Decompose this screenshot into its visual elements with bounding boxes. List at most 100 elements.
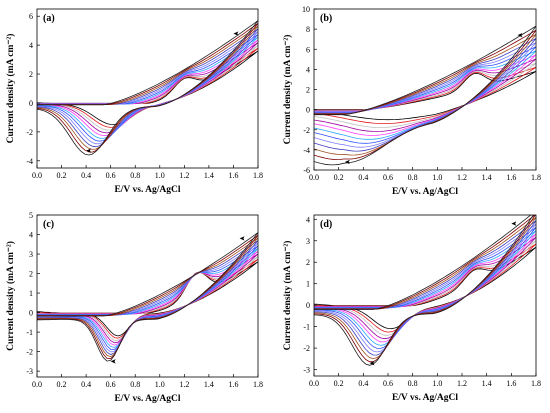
sweep-arrow-icon (511, 221, 517, 226)
y-tick-label: 6 (29, 12, 33, 21)
series-group (314, 25, 536, 166)
sweep-arrow-icon (86, 148, 92, 153)
series-cycle-3 (37, 256, 258, 341)
x-tick-label: 1.2 (457, 379, 467, 388)
y-tick-label: 0 (306, 106, 310, 115)
y-tick-label: 0 (306, 301, 310, 310)
x-tick-label: 0.0 (309, 173, 319, 182)
x-tick-label: 1.6 (228, 171, 238, 180)
x-tick-label: 0.6 (383, 379, 393, 388)
panel-label: (a) (43, 13, 55, 24)
series-cycle-11 (37, 234, 258, 360)
y-tick-label: 10 (302, 5, 310, 14)
y-tick-label: -4 (26, 157, 33, 166)
x-tick-label: 1.6 (506, 379, 516, 388)
x-tick-label: 1.8 (531, 173, 541, 182)
y-axis-label: Current density (mA cm⁻²) (5, 241, 16, 351)
sweep-arrow-icon (239, 236, 245, 241)
sweep-arrow-icon (344, 159, 350, 165)
y-axis-label: Current density (mA cm⁻²) (282, 241, 293, 351)
y-tick-label: 2 (306, 86, 310, 95)
y-tick-label: 8 (306, 25, 310, 34)
series-cycle-6 (37, 248, 258, 348)
series-cycle-2 (37, 258, 258, 339)
plot-frame (36, 214, 259, 378)
x-tick-label: 0.0 (32, 171, 42, 180)
series-cycle-11 (37, 22, 258, 153)
x-tick-label: 1.2 (457, 173, 467, 182)
x-tick-label: 0.8 (408, 379, 418, 388)
x-tick-label: 0.4 (358, 379, 368, 388)
panel-d: 0.0 0.2 0.4 0.6 0.8 1.0 1.2 1.4 1.6 1.8 -3 -2 -1 0 1 2 3… (282, 214, 541, 403)
series-cycle-10 (37, 25, 258, 150)
x-tick-label: 1.0 (432, 379, 442, 388)
y-tick-label: 4 (306, 215, 310, 224)
y-tick-label: 2 (29, 270, 33, 279)
x-tick-label: 0.0 (309, 379, 319, 388)
y-tick-label: 0 (29, 309, 33, 318)
y-tick-label: -1 (303, 323, 310, 332)
series-cycle-7 (37, 245, 258, 350)
x-tick-label: 1.0 (155, 380, 165, 389)
x-tick-label: 0.4 (81, 380, 91, 389)
series-cycle-3 (37, 45, 258, 131)
y-tick-label: -2 (303, 126, 310, 135)
x-axis-label: E/V vs. Ag/AgCl (114, 185, 180, 195)
sweep-arrow-icon (369, 360, 375, 366)
x-tick-label: 1.4 (204, 171, 214, 180)
panel-label: (c) (43, 219, 54, 230)
y-tick-label: -6 (303, 166, 310, 175)
y-tick-label: 4 (29, 231, 33, 240)
plot-frame (36, 8, 259, 169)
series-cycle-5 (314, 233, 536, 343)
x-tick-label: 0.6 (106, 171, 116, 180)
series-cycle-6 (314, 50, 536, 140)
y-axis-label: Current density (mA cm⁻²) (5, 34, 16, 144)
x-tick-label: 1.6 (228, 380, 238, 389)
plot-frame (313, 214, 537, 377)
y-tick-label: 1 (306, 280, 310, 289)
series-cycle-8 (314, 42, 536, 148)
panel-a: 0.0 0.2 0.4 0.6 0.8 1.0 1.2 1.4 1.6 1.8 -4 -2 0 2 4 6 (a… (5, 8, 263, 195)
y-tick-label: 6 (306, 45, 310, 54)
series-cycle-12 (314, 25, 536, 166)
x-tick-label: 1.4 (482, 173, 492, 182)
y-tick-label: -1 (26, 328, 33, 337)
y-tick-label: -2 (26, 348, 33, 357)
y-tick-label: 1 (29, 289, 33, 298)
series-cycle-12 (37, 20, 258, 156)
y-tick-label: 2 (306, 258, 310, 267)
series-cycle-10 (314, 33, 536, 156)
x-axis-label: E/V vs. Ag/AgCl (392, 187, 458, 197)
x-tick-label: 0.6 (383, 173, 393, 182)
series-cycle-8 (37, 242, 258, 353)
x-tick-label: 1.2 (179, 380, 189, 389)
x-tick-label: 0.2 (57, 171, 67, 180)
series-group (314, 215, 536, 366)
x-tick-label: 0.4 (81, 171, 91, 180)
x-tick-label: 0.8 (130, 171, 140, 180)
y-axis-label: Current density (mA cm⁻²) (282, 35, 293, 145)
x-axis-label: E/V vs. Ag/AgCl (392, 393, 458, 403)
x-tick-label: 1.8 (253, 380, 263, 389)
x-tick-label: 1.0 (432, 173, 442, 182)
series-cycle-9 (314, 38, 536, 152)
x-tick-label: 0.2 (57, 380, 67, 389)
panel-b: 0.0 0.2 0.4 0.6 0.8 1.0 1.2 1.4 1.6 1.8 -6 -4 -2 0 2 4 6… (282, 5, 541, 197)
x-tick-label: 1.6 (506, 173, 516, 182)
y-tick-label: -4 (303, 146, 310, 155)
x-tick-label: 0.8 (408, 173, 418, 182)
x-tick-label: 1.4 (482, 379, 492, 388)
sweep-arrow-icon (233, 31, 239, 36)
series-cycle-11 (314, 215, 536, 363)
x-axis-label: E/V vs. Ag/AgCl (114, 394, 180, 404)
y-tick-label: -3 (303, 366, 310, 375)
x-tick-label: 0.8 (130, 380, 140, 389)
panel-c: 0.0 0.2 0.4 0.6 0.8 1.0 1.2 1.4 1.6 1.8 -3 -2 -1 0 1 2 3… (5, 211, 263, 404)
x-tick-label: 1.4 (204, 380, 214, 389)
x-tick-label: 1.8 (253, 171, 263, 180)
series-cycle-7 (37, 34, 258, 142)
series-cycle-12 (314, 215, 534, 366)
x-tick-label: 0.0 (32, 380, 42, 389)
x-tick-label: 1.8 (531, 379, 541, 388)
